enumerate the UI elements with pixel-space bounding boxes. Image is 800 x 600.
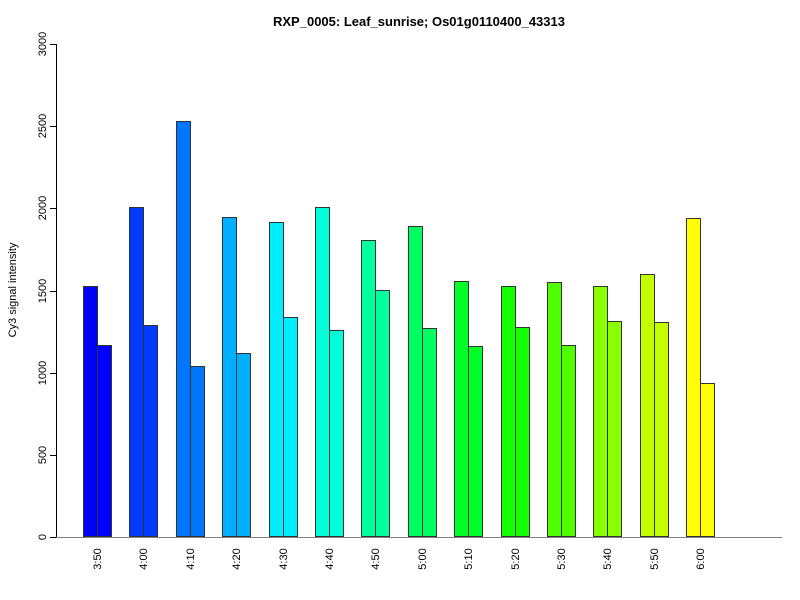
bar — [236, 353, 252, 537]
x-tick-label: 4:10 — [184, 548, 197, 570]
y-tick — [50, 44, 56, 45]
x-tick-label: 6:00 — [695, 548, 708, 570]
bar — [361, 240, 377, 537]
x-tick-label: 4:50 — [370, 548, 383, 570]
x-tick-label: 4:30 — [277, 548, 290, 570]
bar — [514, 327, 530, 537]
bar — [83, 286, 98, 537]
bar — [175, 121, 191, 537]
y-tick-label: 3000 — [37, 31, 49, 57]
bar — [454, 281, 470, 537]
bar — [143, 325, 159, 537]
y-tick — [50, 454, 56, 456]
y-tick — [50, 126, 56, 128]
bar — [329, 330, 344, 537]
bar — [468, 346, 484, 537]
bar — [282, 317, 298, 537]
bar — [593, 286, 609, 537]
x-tick-label: 5:50 — [648, 548, 661, 570]
x-tick-label: 5:10 — [463, 548, 476, 570]
bar — [421, 328, 437, 537]
y-tick-label: 2500 — [37, 113, 49, 139]
y-tick — [50, 208, 56, 210]
bar — [407, 226, 423, 537]
bar — [561, 345, 576, 537]
bar — [686, 218, 702, 537]
bar — [700, 383, 716, 537]
chart-title: RXP_0005: Leaf_sunrise; Os01g0110400_433… — [273, 14, 565, 29]
y-tick-label: 0 — [37, 533, 49, 541]
y-axis-line — [56, 44, 57, 538]
x-axis-baseline — [56, 537, 782, 538]
bar — [315, 207, 330, 537]
x-tick-label: 5:20 — [509, 548, 522, 570]
x-tick-label: 4:20 — [231, 548, 244, 570]
y-tick — [50, 290, 56, 292]
x-tick-label: 5:00 — [416, 548, 429, 570]
bar — [129, 207, 145, 537]
bar — [607, 321, 623, 537]
x-tick-label: 5:40 — [602, 548, 615, 570]
bar — [547, 282, 562, 537]
y-tick-label: 1500 — [37, 278, 49, 303]
x-tick-label: 5:30 — [556, 548, 568, 570]
bar — [268, 222, 284, 537]
bar — [639, 274, 655, 537]
bar — [189, 366, 205, 537]
y-tick-label: 2000 — [37, 196, 49, 221]
x-tick-label: 4:40 — [324, 548, 336, 570]
y-axis-title: Cy3 signal intensity — [7, 242, 19, 338]
x-tick-label: 4:00 — [138, 548, 151, 570]
bar — [97, 345, 112, 537]
y-tick-label: 1000 — [37, 360, 49, 385]
bar — [375, 290, 391, 537]
bar — [222, 217, 238, 537]
y-tick — [50, 372, 56, 374]
bar — [653, 322, 669, 537]
y-tick-label: 500 — [37, 445, 49, 465]
bar — [500, 286, 516, 537]
x-tick-label: 3:50 — [92, 548, 104, 570]
y-tick — [50, 537, 56, 538]
